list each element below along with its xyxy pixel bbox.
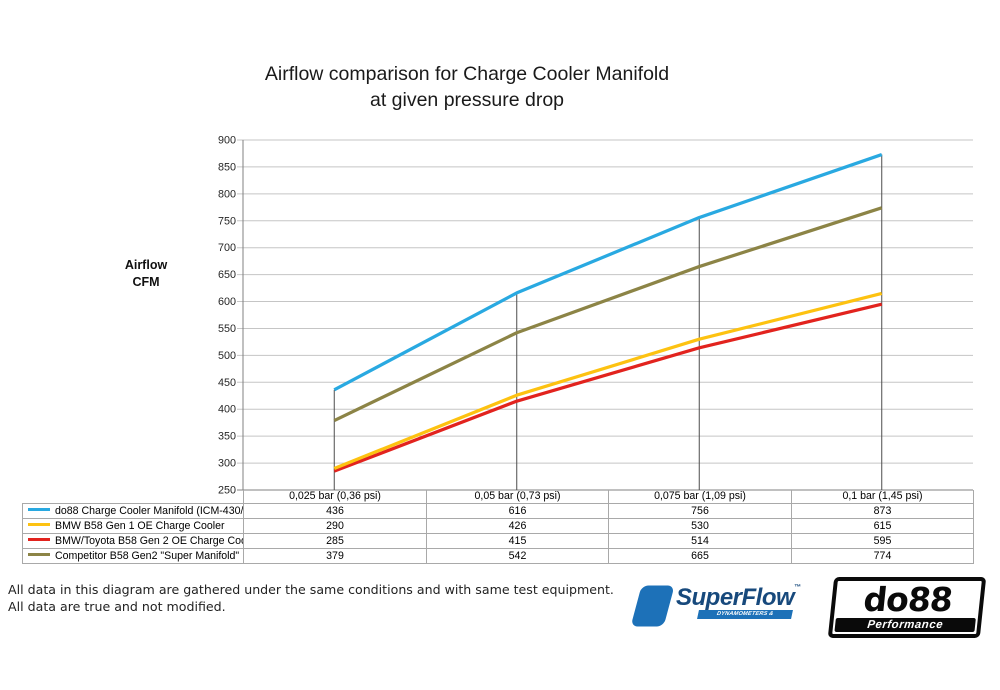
footer-line2: All data are true and not modified. [8,598,226,614]
x-axis-category-label: 0,025 bar (0,36 psi) [243,490,427,504]
value-cell: 514 [608,532,792,549]
value-cell: 285 [243,532,427,549]
y-axis-label-line1: Airflow [124,258,168,272]
x-axis-category-label: 0,075 bar (1,09 psi) [608,490,792,504]
airflow-line-chart: 250 300 350 400 450 500 550 600 650 700 750 800 850 9… [218,135,973,497]
superflow-tagline: DYNAMOMETERS & FLOWBENCHES [697,610,793,626]
y-tick-label: 750 [218,215,236,227]
footer-note: All data in this diagram are gathered un… [8,582,614,615]
y-axis-label-line2: CFM [132,275,160,289]
legend-label: BMW B58 Gen 1 OE Charge Cooler [55,519,225,532]
legend-swatch-icon [28,523,50,527]
y-tick-label: 700 [218,242,236,254]
series-line [333,302,883,473]
superflow-emblem-icon [632,585,673,627]
y-tick-label: 850 [218,161,236,173]
value-cell: 774 [791,547,974,564]
x-axis-category-label: 0,05 bar (0,73 psi) [426,490,609,504]
table-row: Competitor B58 Gen2 "Super Manifold" 379 5… [22,547,974,564]
y-tick-label: 600 [218,296,236,308]
value-cell: 616 [426,502,609,519]
y-axis-label: Airflow CFM [96,257,196,291]
series-line [333,291,883,470]
legend-label: Competitor B58 Gen2 "Super Manifold" [55,549,240,562]
x-axis-category-label: 0,1 bar (1,45 psi) [791,490,974,504]
superflow-trademark: ™ [794,584,801,591]
y-tick-label: 800 [218,188,236,200]
value-cell: 415 [426,532,609,549]
footer-line1: All data in this diagram are gathered un… [8,582,614,597]
superflow-logo: SuperFlow™ DYNAMOMETERS & FLOWBENCHES [630,582,860,634]
series-line [333,206,883,423]
data-table-body: do88 Charge Cooler Manifold (ICM-430/440… [22,502,974,564]
legend-swatch-icon [28,538,50,542]
chart-title-line2: at given pressure drop [369,88,565,111]
table-row: BMW/Toyota B58 Gen 2 OE Charge Cooler 285… [22,532,974,549]
data-table-header: 0,025 bar (0,36 psi) 0,05 bar (0,73 psi) 0… [23,490,974,504]
y-tick-label: 250 [218,485,236,497]
value-cell: 436 [243,502,427,519]
legend-cell: BMW B58 Gen 1 OE Charge Cooler [22,517,244,534]
y-tick-label: 550 [218,323,236,335]
y-tick-label: 500 [218,350,236,362]
value-cell: 595 [791,532,974,549]
value-cell: 542 [426,547,609,564]
y-tick-label: 400 [218,404,236,416]
table-row: do88 Charge Cooler Manifold (ICM-430/440… [22,502,974,519]
chart-title-line1: Airflow comparison for Charge Cooler Man… [264,63,670,85]
legend-cell: do88 Charge Cooler Manifold (ICM-430/440… [22,502,244,519]
value-cell: 290 [243,517,427,534]
table-row: BMW B58 Gen 1 OE Charge Cooler 290 426 530 6… [22,517,974,534]
legend-label: BMW/Toyota B58 Gen 2 OE Charge Cooler [55,534,244,547]
do88-logo: do88 Performance [827,577,987,638]
legend-swatch-icon [28,508,50,512]
chart-title: Airflow comparison for Charge Cooler Man… [0,62,934,113]
value-cell: 379 [243,547,427,564]
do88-performance-band: Performance [834,618,976,632]
superflow-wordmark: SuperFlow™ [676,584,801,611]
y-tick-label: 350 [218,431,236,443]
table-corner-spacer [23,490,244,503]
legend-cell: BMW/Toyota B58 Gen 2 OE Charge Cooler [22,532,244,549]
y-tick-label: 300 [218,458,236,470]
value-cell: 615 [791,517,974,534]
value-cell: 426 [426,517,609,534]
y-tick-label: 450 [218,377,236,389]
y-tick-label: 650 [218,269,236,281]
do88-wordmark: do88 [861,580,954,619]
data-table-legend: 0,025 bar (0,36 psi) 0,05 bar (0,73 psi) 0… [22,490,974,564]
legend-label: do88 Charge Cooler Manifold (ICM-430/440… [55,504,244,517]
value-cell: 756 [608,502,792,519]
value-cell: 665 [608,547,792,564]
value-cell: 873 [791,502,974,519]
legend-cell: Competitor B58 Gen2 "Super Manifold" [22,547,244,564]
y-tick-label: 900 [218,135,236,147]
value-cell: 530 [608,517,792,534]
legend-swatch-icon [28,553,50,557]
series-line [333,153,883,392]
